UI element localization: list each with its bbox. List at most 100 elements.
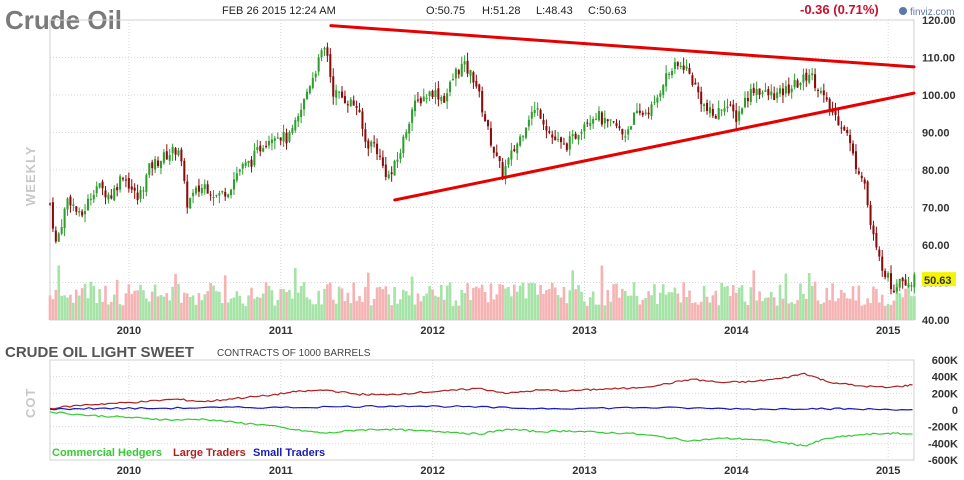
candle-body [262,148,265,152]
candle-body [869,204,872,226]
candle-body [679,65,682,67]
candle-body [676,62,679,66]
volume-bar [326,284,329,320]
candle-body [413,100,417,112]
candle-body [343,96,346,104]
candle-body [221,190,224,193]
volume-bar [314,304,318,320]
candle-body [697,86,700,93]
candle-body [434,90,437,98]
candle-body [825,97,828,100]
volume-bar [807,272,811,320]
candle-body [887,273,890,278]
candle-body [183,160,186,181]
candle-body [600,112,603,125]
volume-bar [162,296,166,320]
candle-body [790,88,793,93]
candle-body [457,70,460,75]
volume-bar [591,291,595,320]
price-change: -0.36 (0.71%) [800,2,879,17]
cot-line-small-traders [49,404,913,411]
candle-body [583,124,586,132]
candle-body [189,198,192,209]
candle-body [746,97,749,102]
candle-body [723,108,726,112]
candle-body [524,127,527,138]
last-price-tag-bg [922,272,956,287]
volume-bar [632,282,636,320]
quote-low: L:48.43 [536,5,573,17]
candle-body [270,139,273,144]
volume-bar [880,294,884,320]
volume-bar [153,284,157,320]
support-trendline [393,91,916,202]
volume-bar [720,282,723,320]
candle-body [267,140,271,146]
candle-body [659,93,662,97]
candle-body [840,127,843,129]
volume-bar [378,286,382,320]
volume-bar [466,283,469,320]
candle-body [116,187,119,191]
volume-bar [165,293,169,320]
volume-bar [670,292,674,320]
volume-bar [358,295,361,320]
cot-x-tick: 2015 [876,465,900,477]
candle-body [69,196,72,206]
candle-body [244,162,247,166]
candle-body [656,97,659,103]
candle-body [364,129,367,142]
candle-body [378,155,381,157]
volume-bar [112,294,116,320]
candle-body [910,285,913,287]
candle-body [554,136,557,141]
candle-body [192,192,195,197]
candle-body [843,126,846,131]
volume-bar [679,302,683,320]
volume-bar [796,300,799,320]
volume-bar [574,289,577,320]
candle-body [454,68,457,79]
candle-body [133,187,136,191]
candle-body [589,123,592,126]
last-price-tag: 50.63 [922,272,956,287]
volume-bar [819,304,823,320]
volume-bar [518,285,522,320]
candle-body [84,211,87,215]
volume-bar [571,270,575,320]
volume-bar [256,296,259,320]
candle-body [209,194,212,196]
price-y-tick: 110.00 [922,53,955,65]
cot-series-lines [49,372,913,447]
volume-bar [215,291,218,320]
price-x-axis: 2010 2011 2012 2013 2014 2015 [117,325,901,337]
candle-body [469,70,472,76]
candle-body [247,160,250,164]
volume-bar [568,290,572,320]
volume-bar [793,303,796,320]
candle-body [227,194,230,198]
price-y-tick: 40.00 [922,315,950,327]
volume-bar [121,305,125,320]
candle-body [329,54,332,77]
volume-bar [699,301,703,320]
volume-bar [790,302,794,320]
volume-bar [877,302,881,320]
candle-body [653,102,656,104]
volume-bar [889,304,893,320]
volume-bar [810,285,814,320]
candle-body [507,158,510,165]
candle-body [259,145,262,152]
candle-body [273,138,276,141]
volume-bar [460,289,464,320]
candle-body [300,109,303,118]
candle-body [781,88,784,96]
cot-panel: CRUDE OIL LIGHT SWEET CONTRACTS OF 1000 … [5,344,958,477]
volume-bar [200,300,204,320]
candle-body [665,73,668,87]
brand-logo[interactable]: finviz.com [899,7,954,18]
volume-bar [758,291,761,320]
candle-body [215,194,218,196]
volume-bar [580,291,583,320]
candle-body [630,126,633,130]
